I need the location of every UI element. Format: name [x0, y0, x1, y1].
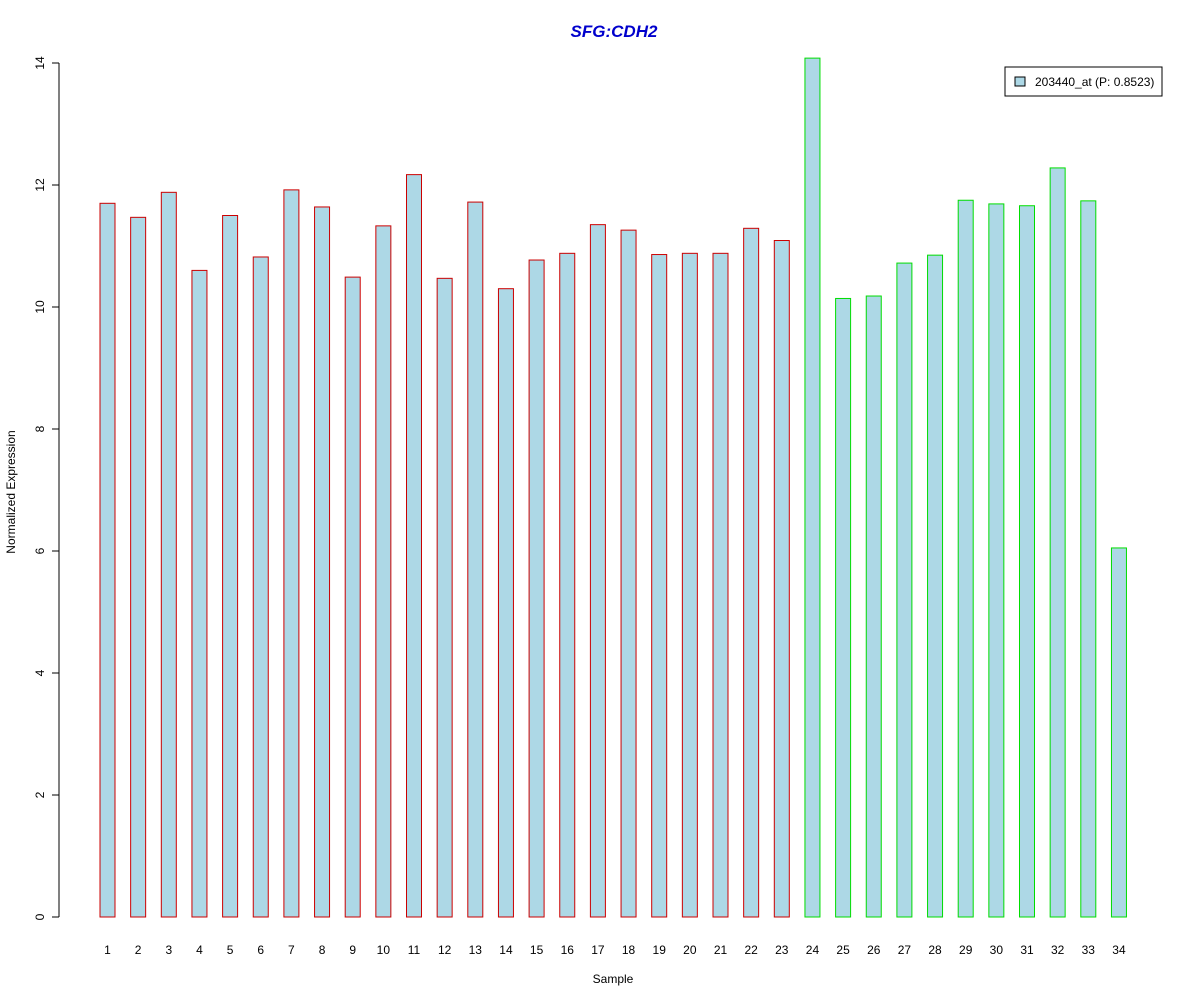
x-tick-label: 4 [196, 943, 203, 957]
bar [559, 252, 576, 918]
x-tick-label: 20 [683, 943, 697, 957]
x-tick-label: 33 [1082, 943, 1096, 957]
bar [99, 202, 116, 918]
bar [344, 276, 361, 918]
bar [620, 229, 637, 918]
bar [1080, 200, 1097, 918]
x-tick-label: 28 [928, 943, 942, 957]
x-tick-label: 3 [165, 943, 172, 957]
bar [712, 252, 729, 918]
x-tick-label: 19 [653, 943, 667, 957]
y-tick-label: 10 [33, 300, 47, 314]
x-tick-label: 12 [438, 943, 452, 957]
legend-box [1004, 66, 1163, 97]
bar [467, 201, 484, 918]
y-tick-label: 8 [33, 425, 47, 432]
y-tick-label: 4 [33, 669, 47, 676]
bar [406, 174, 422, 918]
bar [773, 240, 790, 918]
x-tick-label: 26 [867, 943, 881, 957]
legend-label: 203440_at (P: 0.8523) [1035, 75, 1154, 89]
y-axis-label: Normalized Expression [4, 430, 18, 553]
bar [252, 256, 269, 918]
x-tick-label: 11 [408, 943, 421, 957]
chart-title: SFG:CDH2 [571, 22, 658, 41]
bars [99, 57, 1127, 918]
bar [804, 57, 821, 918]
x-tick-label: 7 [288, 943, 295, 957]
y-tick-label: 2 [33, 791, 47, 798]
x-tick-label: 27 [898, 943, 912, 957]
x-tick-label: 17 [591, 943, 605, 957]
x-tick-label: 22 [744, 943, 758, 957]
x-tick-label: 23 [775, 943, 789, 957]
bar [896, 262, 913, 918]
bar [835, 297, 852, 918]
y-tick-label: 0 [33, 913, 47, 920]
bar [988, 203, 1005, 918]
x-tick-label: 10 [377, 943, 391, 957]
x-tick-label: 24 [806, 943, 820, 957]
bar [865, 295, 882, 918]
bar [1110, 547, 1127, 918]
x-axis-labels: 1 2 3 4 5 6 7 8 9 10 11 12 13 14 15 16 17 18 19 20 21 22 23 24 2… [104, 943, 1126, 957]
y-tick-label: 12 [33, 178, 47, 192]
x-tick-label: 18 [622, 943, 636, 957]
x-tick-label: 16 [561, 943, 575, 957]
bar [160, 191, 177, 918]
bar [222, 215, 239, 918]
bar [589, 224, 606, 918]
x-tick-label: 8 [319, 943, 326, 957]
bar [528, 259, 545, 918]
x-tick-label: 21 [714, 943, 728, 957]
x-tick-label: 29 [959, 943, 973, 957]
bar [191, 269, 208, 918]
bar [436, 277, 453, 918]
x-tick-label: 6 [257, 943, 264, 957]
x-tick-label: 13 [469, 943, 483, 957]
bar [375, 225, 392, 918]
x-tick-label: 32 [1051, 943, 1065, 957]
legend-swatch [1014, 76, 1026, 87]
bar [314, 206, 331, 918]
bar [957, 199, 974, 918]
x-tick-label: 31 [1020, 943, 1034, 957]
y-tick-label: 6 [33, 547, 47, 554]
bar [681, 252, 698, 918]
x-tick-label: 2 [135, 943, 142, 957]
x-tick-label: 5 [227, 943, 234, 957]
x-tick-label: 34 [1112, 943, 1126, 957]
y-axis: 0 2 4 6 8 10 12 14 [33, 56, 60, 920]
bar [1019, 205, 1035, 918]
y-tick-label: 14 [33, 56, 47, 70]
x-tick-label: 15 [530, 943, 544, 957]
x-tick-label: 1 [104, 943, 111, 957]
bar [130, 216, 147, 918]
x-tick-label: 9 [349, 943, 356, 957]
x-tick-label: 25 [836, 943, 850, 957]
legend: 203440_at (P: 0.8523) [1004, 66, 1163, 97]
bar [283, 189, 300, 918]
bar [927, 254, 944, 918]
bar [497, 288, 514, 918]
bar [1049, 167, 1066, 918]
x-tick-label: 14 [499, 943, 513, 957]
x-axis-label: Sample [593, 972, 634, 986]
bar [651, 254, 668, 918]
bar [743, 227, 760, 918]
x-tick-label: 30 [990, 943, 1004, 957]
